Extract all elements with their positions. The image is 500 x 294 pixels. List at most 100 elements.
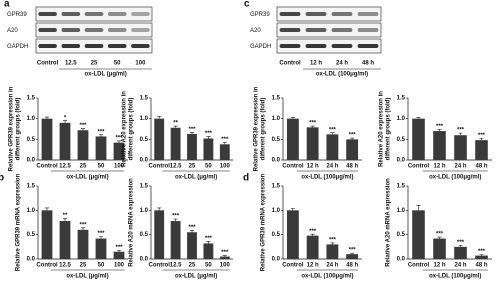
significance-label: ***: [329, 127, 337, 133]
x-tick-label: Control: [36, 263, 58, 269]
blot-band: [107, 44, 127, 48]
blot-band: [305, 44, 327, 48]
error-bar: [479, 138, 484, 141]
blot-lane-label: 24 h: [336, 61, 348, 67]
error-bar: [416, 205, 421, 211]
bar: [475, 255, 488, 259]
error-bar: [222, 255, 227, 257]
y-tick-label: 0.5: [140, 137, 149, 143]
x-tick-label: 48 h: [475, 164, 487, 170]
y-axis-label: different groups (fold): [129, 98, 135, 161]
error-bar: [290, 208, 295, 211]
x-axis-label: ox-LDL (100μg/ml): [301, 175, 353, 181]
y-axis-label: Relative A20 mRNA expression: [129, 178, 135, 267]
blot-lane-label: 48 h: [362, 61, 374, 67]
error-bar: [157, 207, 162, 211]
y-axis-label: different groups (fold): [16, 98, 22, 161]
significance-label: **: [63, 213, 68, 219]
blot-row-label: A20: [7, 28, 18, 34]
x-tick-label: 100: [220, 164, 231, 170]
x-tick-label: Control: [282, 263, 304, 269]
y-axis-label: Relative A20 mRNA expression: [386, 178, 392, 267]
x-tick-label: 50: [98, 164, 105, 170]
error-bar: [63, 120, 67, 123]
y-tick-label: 0.5: [272, 232, 281, 238]
significance-label: ***: [309, 229, 317, 235]
blot-row-label: GPR39: [7, 12, 27, 18]
significance-label: ***: [349, 248, 357, 254]
x-axis-label: ox-LDL (μg/ml): [66, 175, 108, 181]
y-tick-label: 0.0: [27, 257, 36, 263]
x-tick-label: 12 h: [307, 164, 319, 170]
significance-label: ***: [79, 222, 87, 228]
bar: [433, 238, 446, 259]
x-tick-label: 24 h: [454, 164, 466, 170]
y-tick-label: 1.5: [272, 184, 281, 190]
error-bar: [437, 129, 442, 132]
bar: [95, 136, 107, 160]
blot-band: [131, 28, 150, 32]
x-tick-label: 25: [189, 263, 196, 269]
blot-band: [331, 28, 353, 32]
bar: [154, 118, 165, 160]
error-bar: [63, 218, 67, 222]
y-axis-label: Relative GPR39 mRNA expression: [261, 173, 267, 271]
y-tick-label: 0.5: [27, 137, 36, 143]
significance-label: **: [173, 121, 178, 127]
error-bar: [206, 241, 211, 244]
x-tick-label: 24 h: [326, 263, 338, 269]
error-bar: [173, 218, 178, 222]
y-tick-label: 0.0: [140, 158, 149, 164]
x-tick-label: 12 h: [307, 263, 319, 269]
x-tick-label: 25: [80, 263, 87, 269]
significance-label: ***: [457, 240, 465, 246]
blot-band: [331, 44, 353, 48]
x-tick-label: 12.5: [59, 263, 71, 269]
y-tick-label: 1.0: [27, 116, 36, 122]
y-axis-label: Relative A20 expression in: [122, 91, 128, 167]
bar: [113, 142, 125, 160]
error-bar: [117, 140, 121, 143]
error-bar: [81, 227, 85, 230]
error-bar: [45, 116, 49, 119]
blot-band: [61, 28, 81, 32]
x-axis-label: ox-LDL (100μg/ml): [301, 274, 353, 280]
bar: [326, 134, 339, 160]
blot-lane-label: 50: [114, 61, 121, 67]
bar: [286, 118, 299, 160]
bar: [346, 139, 359, 160]
bar: [412, 210, 425, 259]
x-tick-label: 48 h: [346, 263, 358, 269]
blot-row-label: A20: [250, 28, 261, 34]
y-axis-label: Relative GPR39 expression in: [9, 86, 15, 171]
blot-band: [279, 28, 301, 32]
y-tick-label: 0.0: [272, 158, 281, 164]
significance-label: ***: [172, 214, 180, 220]
significance-label: ***: [478, 133, 486, 139]
y-axis-label: different groups (fold): [386, 98, 392, 161]
x-axis-label: ox-LDL (100μg/ml): [429, 175, 481, 181]
error-bar: [99, 236, 103, 239]
y-tick-label: 0.0: [272, 257, 281, 263]
bar: [187, 133, 197, 160]
y-tick-label: 1.5: [27, 184, 36, 190]
blot-band: [38, 12, 57, 16]
x-tick-label: 50: [205, 263, 212, 269]
bar: [95, 238, 107, 259]
bar: [77, 229, 89, 259]
x-tick-label: 25: [189, 164, 196, 170]
error-bar: [330, 242, 335, 245]
error-bar: [458, 132, 463, 136]
significance-label: ***: [436, 124, 444, 130]
significance-label: ***: [188, 127, 196, 133]
error-bar: [310, 233, 315, 236]
bar: [203, 138, 214, 160]
blot-lane-label: Control: [279, 61, 301, 67]
significance-label: ***: [349, 133, 357, 139]
error-bar: [117, 249, 121, 252]
bar: [41, 210, 53, 259]
significance-label: ***: [457, 128, 465, 134]
y-tick-label: 1.0: [272, 116, 281, 122]
bar: [219, 144, 230, 160]
